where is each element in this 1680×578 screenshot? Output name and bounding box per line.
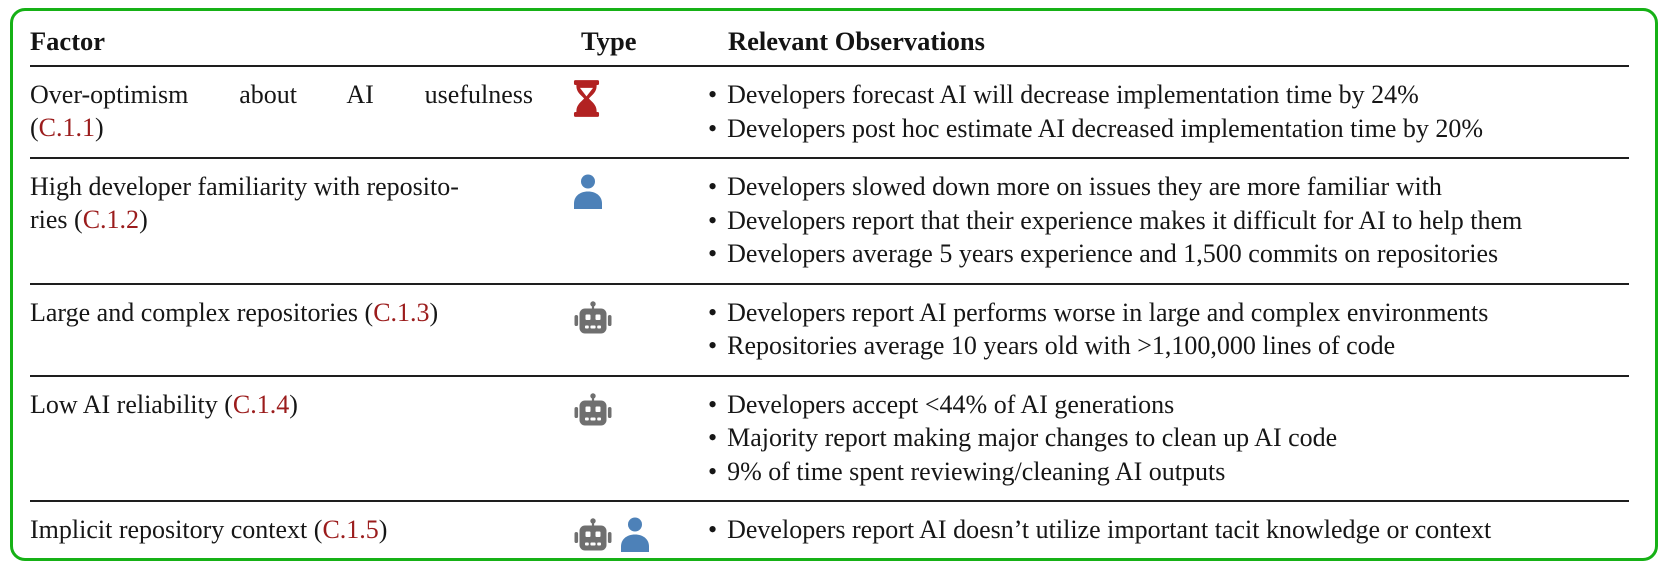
- observation-item: • Developers accept <44% of AI generation…: [708, 388, 1629, 422]
- observation-item: • Developers report AI doesn’t utilize im…: [708, 513, 1629, 547]
- header-factor: Factor: [30, 26, 106, 56]
- factor-text: Low AI reliability (C.1.4): [30, 388, 533, 421]
- observation-item: • Majority report making major changes to…: [708, 421, 1629, 455]
- bullet-marker: •: [708, 172, 718, 201]
- observation-item: • Developers slowed down more on issues t…: [708, 170, 1629, 204]
- factors-table: Factor Type Relevant Observations Over-o…: [30, 12, 1629, 578]
- type-cell: [573, 513, 708, 566]
- observation-item: • Developers post hoc estimate AI decreas…: [708, 112, 1629, 146]
- robot-icon: [573, 393, 613, 427]
- bullet-marker: •: [708, 515, 718, 544]
- factor-text: Large and complex repositories (C.1.3): [30, 296, 533, 329]
- observations-cell: • Developers forecast AI will decrease im…: [708, 78, 1629, 145]
- section-ref-link[interactable]: C.1.4: [232, 389, 290, 419]
- factor-cell: Implicit repository context (C.1.5): [30, 513, 573, 566]
- bullet-marker: •: [708, 113, 718, 143]
- bullet-marker: •: [708, 80, 718, 109]
- type-cell: [573, 78, 708, 145]
- observation-text: Developers average 5 years experience an…: [727, 239, 1499, 268]
- factor-cell: Low AI reliability (C.1.4): [30, 388, 573, 489]
- factor-cell: Over-optimism about AI usefulness (C.1.1…: [30, 78, 573, 145]
- factor-text: High developer familiarity with reposito…: [30, 170, 533, 236]
- ref-close-paren: ): [378, 515, 388, 544]
- table-row: High developer familiarity with reposito…: [30, 157, 1629, 283]
- observation-text: Developers report AI doesn’t utilize imp…: [727, 515, 1492, 544]
- factor-label: Large and complex repositories: [30, 297, 365, 327]
- factor-label: Over-optimism about AI usefulness: [30, 80, 533, 109]
- factor-cell: High developer familiarity with reposito…: [30, 170, 573, 271]
- ref-open-paren: (: [313, 515, 323, 544]
- type-cell: [573, 296, 708, 363]
- observations-cell: • Developers accept <44% of AI generation…: [708, 388, 1629, 489]
- table-row: Large and complex repositories (C.1.3) •…: [30, 282, 1629, 375]
- ref-open-paren: (: [224, 389, 233, 419]
- observation-item: • Developers forecast AI will decrease im…: [708, 78, 1629, 112]
- ref-close-paren: ): [95, 113, 104, 142]
- section-ref-link[interactable]: C.1.2: [82, 205, 140, 234]
- bullet-marker: •: [708, 205, 718, 235]
- ref-open-paren: (: [74, 205, 83, 234]
- observation-item: • Developers average 5 years experience a…: [708, 237, 1629, 271]
- ref-open-paren: (: [364, 297, 374, 327]
- observation-text: 9% of time spent reviewing/cleaning AI o…: [727, 456, 1226, 486]
- bullet-marker: •: [708, 239, 718, 268]
- ref-close-paren: ): [429, 297, 439, 327]
- observation-item: • 9% of time spent reviewing/cleaning AI …: [708, 455, 1629, 489]
- observation-text: Majority report making major changes to …: [727, 423, 1338, 452]
- table-row: Low AI reliability (C.1.4) • Developers a…: [30, 374, 1629, 501]
- table-row: Over-optimism about AI usefulness (C.1.1…: [30, 67, 1629, 157]
- bullet-marker: •: [708, 389, 718, 419]
- observation-text: Developers accept <44% of AI generations: [727, 389, 1175, 419]
- observations-cell: • Developers report AI performs worse in …: [708, 296, 1629, 363]
- type-cell: [573, 170, 708, 271]
- observation-text: Developers report AI performs worse in l…: [727, 297, 1489, 327]
- observation-item: • Developers report that their experience…: [708, 204, 1629, 238]
- bullet-marker: •: [708, 297, 718, 327]
- ref-close-paren: ): [289, 389, 298, 419]
- robot-icon: [573, 301, 613, 335]
- observation-text: Developers report that their experience …: [727, 205, 1523, 235]
- bullet-marker: •: [708, 456, 718, 486]
- robot-icon: [573, 518, 613, 552]
- observation-text: Developers forecast AI will decrease imp…: [727, 80, 1419, 109]
- factor-text: Over-optimism about AI usefulness (C.1.1…: [30, 78, 533, 144]
- header-type: Type: [581, 26, 637, 56]
- factor-cell: Large and complex repositories (C.1.3): [30, 296, 573, 363]
- factor-label: Implicit repository context: [30, 515, 314, 544]
- factor-label: Low AI reliability: [30, 389, 225, 419]
- table-row: Implicit repository context (C.1.5) • Dev…: [30, 500, 1629, 578]
- section-ref-link[interactable]: C.1.3: [373, 297, 430, 327]
- ref-open-paren: (: [30, 113, 39, 142]
- factor-label: High developer familiarity with reposito…: [30, 172, 459, 234]
- header-relevant-observations: Relevant Observations: [728, 26, 985, 56]
- observations-cell: • Developers slowed down more on issues t…: [708, 170, 1629, 271]
- table-header-row: Factor Type Relevant Observations: [30, 12, 1629, 67]
- ref-close-paren: ): [139, 205, 148, 234]
- observation-text: Repositories average 10 years old with >…: [727, 331, 1396, 360]
- factors-table-frame: Factor Type Relevant Observations Over-o…: [10, 8, 1658, 561]
- observation-text: Developers slowed down more on issues th…: [727, 172, 1442, 201]
- person-icon: [573, 174, 603, 209]
- hourglass-icon: [573, 80, 600, 117]
- bullet-marker: •: [708, 423, 718, 452]
- person-icon: [620, 517, 650, 552]
- type-cell: [573, 388, 708, 489]
- bullet-marker: •: [708, 331, 718, 360]
- observation-text: Developers post hoc estimate AI decrease…: [727, 113, 1484, 143]
- section-ref-link[interactable]: C.1.5: [322, 515, 379, 544]
- observation-item: • Repositories average 10 years old with …: [708, 329, 1629, 363]
- observations-cell: • Developers report AI doesn’t utilize im…: [708, 513, 1629, 566]
- observation-item: • Developers report AI performs worse in …: [708, 296, 1629, 330]
- section-ref-link[interactable]: C.1.1: [38, 113, 96, 142]
- factor-text: Implicit repository context (C.1.5): [30, 513, 533, 546]
